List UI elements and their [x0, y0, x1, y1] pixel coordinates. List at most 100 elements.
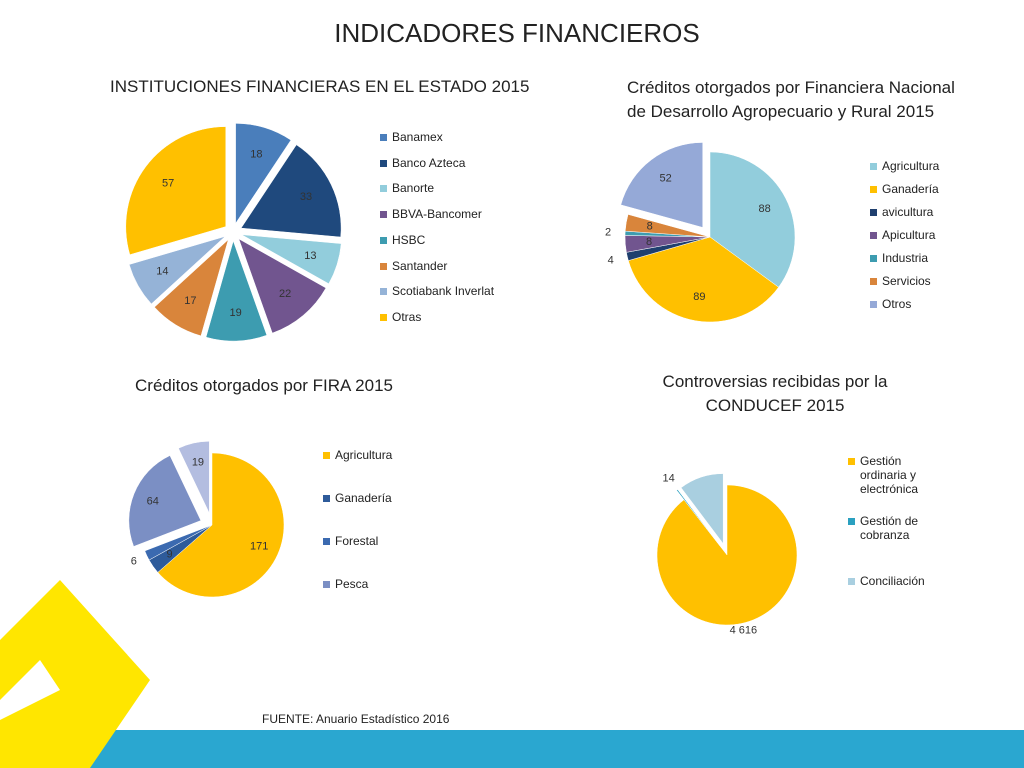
pie-slice: [235, 123, 292, 225]
data-label: 8: [646, 236, 652, 248]
slide-title: INDICADORES FINANCIEROS: [334, 18, 700, 48]
legend-swatch: [380, 236, 387, 244]
legend-label: Banamex: [392, 130, 443, 144]
legend-label: Otros: [882, 297, 912, 311]
legend-label: Otras: [392, 309, 422, 324]
pie-slice: [620, 142, 703, 228]
pie-slice: [628, 236, 779, 323]
pie-slice: [154, 238, 229, 337]
legend-label: Industria: [882, 251, 929, 265]
legend-swatch: [323, 495, 330, 502]
legend-entry: Agricultura: [323, 448, 433, 462]
legend-entry: avicultura: [870, 205, 970, 219]
legend-label: Forestal: [335, 534, 379, 548]
legend-entry: Banco Azteca: [380, 156, 520, 170]
data-label: 52: [660, 173, 672, 185]
legend-label: Banorte: [392, 181, 435, 196]
legend-swatch: [870, 209, 877, 216]
legend-label: Agricultura: [335, 448, 393, 462]
chart-title: Créditos otorgados por FIRA 2015: [135, 376, 393, 395]
data-label: 4 616: [730, 625, 758, 637]
data-label: 17: [184, 295, 196, 307]
chart-title: INSTITUCIONES FINANCIERAS EN EL ESTADO 2…: [110, 77, 530, 96]
legend-swatch: [323, 452, 330, 459]
data-label: 13: [304, 250, 316, 262]
pie-slice: [709, 151, 796, 288]
data-label: 171: [250, 540, 268, 552]
pie-slice: [125, 126, 227, 256]
pie-slice: [676, 489, 720, 546]
legend-label: BBVA-Bancomer: [392, 207, 482, 222]
legend-label: Agricultura: [882, 159, 940, 173]
legend-swatch: [848, 458, 855, 465]
legend-entry: Gestión de cobranza: [848, 514, 928, 542]
legend-label: HSBC: [392, 232, 426, 247]
data-label: 14: [156, 266, 168, 278]
pie-slice: [178, 441, 210, 514]
legend-entry: Banorte: [380, 181, 520, 195]
legend-entry: HSBC: [380, 233, 520, 247]
chart-title: Controversias recibidas por la CONDUCEF …: [662, 372, 888, 415]
legend-label: Gestión ordinaria y electrónica: [860, 454, 919, 496]
legend-entry: Servicios: [870, 274, 970, 288]
source-note: FUENTE: Anuario Estadístico 2016: [262, 712, 450, 726]
legend-entry: Gestión ordinaria y electrónica: [848, 454, 928, 496]
legend-entry: Otras: [380, 310, 520, 324]
legend-swatch: [848, 578, 855, 585]
legend-entry: Ganadería: [323, 491, 433, 505]
pie-slice: [157, 452, 285, 598]
legend-swatch: [380, 262, 387, 270]
legend-swatch: [848, 518, 855, 525]
data-label: 4: [608, 254, 614, 266]
data-label: 8: [647, 221, 653, 233]
data-label: 57: [162, 177, 174, 189]
legend-label: avicultura: [882, 205, 934, 219]
legend-label: Pesca: [335, 577, 369, 591]
legend-entry: Banamex: [380, 130, 520, 144]
legend-swatch: [380, 134, 387, 141]
logo-shape: [0, 580, 150, 768]
data-label: 18: [250, 148, 262, 160]
legend-entry: Forestal: [323, 534, 433, 548]
legend-entry: Otros: [870, 297, 970, 311]
data-label: 9: [167, 549, 173, 561]
legend-swatch: [380, 185, 387, 193]
data-label: 22: [279, 288, 291, 300]
legend-swatch: [870, 232, 877, 239]
pie-slice: [656, 484, 798, 626]
legend-label: Apicultura: [882, 228, 936, 242]
data-label: 19: [192, 457, 204, 469]
pie-slice: [128, 455, 202, 547]
data-label: 88: [758, 203, 770, 215]
legend-swatch: [870, 255, 877, 262]
legend-entry: Pesca: [323, 577, 433, 591]
legend-label: Ganadería: [335, 491, 392, 505]
legend-swatch: [323, 538, 330, 545]
data-label: 64: [147, 495, 159, 507]
pie-slice: [144, 524, 213, 561]
data-label: 2: [605, 226, 611, 238]
pie-slice: [240, 144, 342, 238]
legend-swatch: [380, 313, 387, 321]
legend-swatch: [380, 288, 387, 296]
legend-label: Servicios: [882, 274, 931, 288]
data-label: 19: [230, 307, 242, 319]
data-label: 89: [693, 291, 705, 303]
legend-entry: Conciliación: [848, 574, 928, 588]
pie-slice: [624, 214, 711, 238]
legend-swatch: [870, 186, 877, 193]
footer-band: [0, 730, 1024, 768]
legend-entry: BBVA-Bancomer: [380, 207, 520, 221]
legend-label: Ganadería: [882, 182, 939, 196]
legend-label: Conciliación: [860, 574, 925, 588]
legend-entry: Santander: [380, 259, 520, 273]
legend-entry: Apicultura: [870, 228, 970, 242]
legend-swatch: [870, 278, 877, 285]
legend-entry: Scotiabank Inverlat: [380, 284, 520, 298]
chart-title: Créditos otorgados por Financiera Nacion…: [627, 78, 955, 121]
legend-label: Banco Azteca: [392, 155, 466, 170]
data-label: 6: [131, 556, 137, 568]
pie-slice: [238, 238, 327, 334]
